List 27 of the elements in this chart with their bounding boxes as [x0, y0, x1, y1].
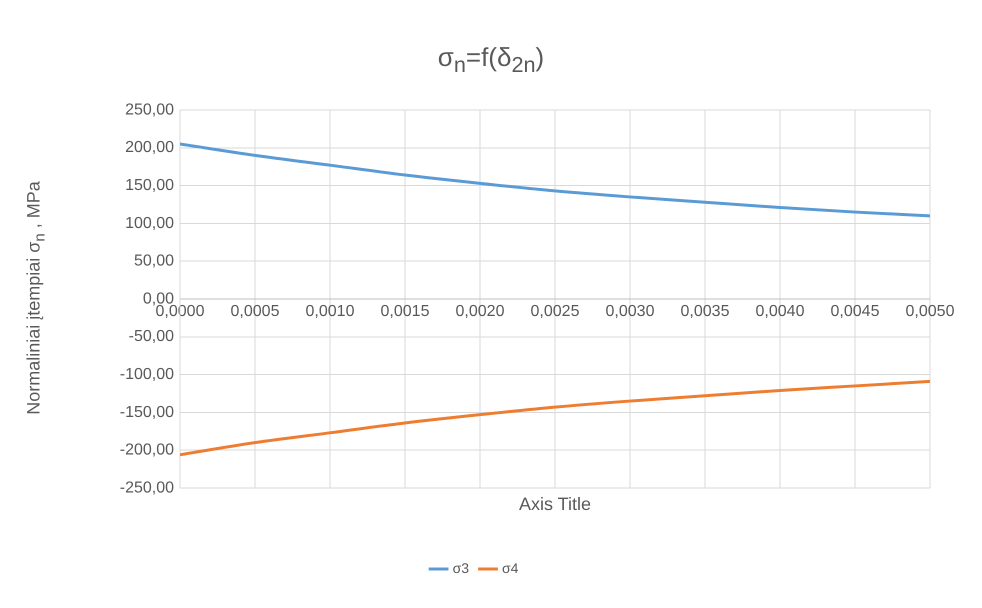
- x-axis-title: Axis Title: [518, 494, 592, 515]
- y-tick-label: -250,00: [120, 479, 174, 496]
- x-tick-label: 0,0040: [756, 303, 805, 320]
- x-tick-label: 0,0010: [306, 303, 355, 320]
- x-tick-label: 0,0020: [456, 303, 505, 320]
- x-tick-label: 0,0015: [380, 303, 430, 320]
- legend-label: σ4: [502, 560, 519, 576]
- line-series: [180, 142, 930, 218]
- y-tick-label: 200,00: [125, 139, 174, 156]
- y-tick-label: 150,00: [125, 177, 174, 194]
- chart-title: σ$_{n}$=f(δ$_{2n}$): [436, 42, 546, 78]
- x-tick-label: 0,0050: [906, 303, 955, 320]
- y-tick-label: 100,00: [125, 214, 174, 232]
- y-tick-label: 50,00: [134, 252, 174, 270]
- y-tick-label: -50,00: [128, 328, 174, 346]
- x-tick-label: 0,0000: [156, 303, 205, 320]
- x-tick-label: 0,0045: [830, 303, 880, 320]
- x-tick-label: 0,0030: [606, 303, 655, 320]
- y-tick-label: -200,00: [120, 442, 174, 459]
- y-tick-label: 250,00: [125, 101, 174, 118]
- y-tick-label: -150,00: [120, 404, 174, 421]
- x-tick-label: 0,0035: [680, 303, 730, 320]
- x-tick-label: 0,0005: [230, 303, 280, 320]
- y-tick-label: -100,00: [120, 366, 174, 384]
- line-series: [180, 380, 930, 456]
- legend-label: σ3: [452, 560, 470, 576]
- x-tick-label: 0,0025: [530, 303, 580, 320]
